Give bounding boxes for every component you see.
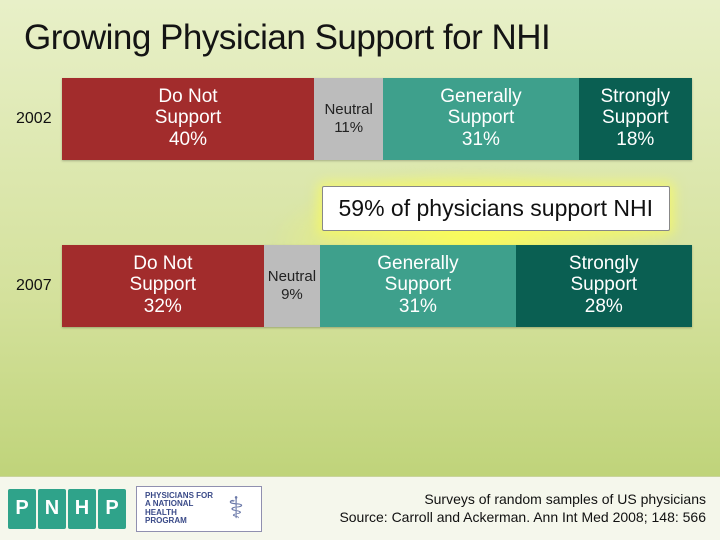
seg-2007-general: Generally Support 31%: [320, 245, 515, 327]
physicians-logo-text: PHYSICIANS FOR A NATIONAL HEALTH PROGRAM: [145, 492, 213, 526]
seg-pct: 32%: [144, 297, 182, 318]
seg-label: Strongly Support: [569, 254, 639, 296]
seg-pct: 11%: [334, 120, 363, 137]
seg-label: Neutral: [268, 269, 316, 286]
seg-2002-neutral: Neutral 11%: [314, 78, 383, 160]
seg-label: Do Not Support: [155, 87, 222, 129]
pnhp-letter: P: [8, 489, 36, 529]
seg-2007-donot: Do Not Support 32%: [62, 245, 264, 327]
pnhp-letter: H: [68, 489, 96, 529]
pnhp-logo: P N H P: [8, 489, 126, 529]
physicians-logo: PHYSICIANS FOR A NATIONAL HEALTH PROGRAM…: [136, 486, 262, 532]
bar-row-2007: 2007 Do Not Support 32% Neutral 9% Gener…: [10, 245, 692, 327]
seg-pct: 31%: [399, 297, 437, 318]
caduceus-icon: ⚕: [219, 489, 253, 529]
seg-label: Generally Support: [440, 87, 521, 129]
pnhp-letter: N: [38, 489, 66, 529]
footer-citation: Surveys of random samples of US physicia…: [339, 491, 710, 526]
seg-2002-donot: Do Not Support 40%: [62, 78, 314, 160]
citation-line1: Surveys of random samples of US physicia…: [339, 491, 706, 509]
seg-label: Generally Support: [377, 254, 458, 296]
seg-label: Do Not Support: [130, 254, 197, 296]
seg-pct: 28%: [585, 297, 623, 318]
year-label-2002: 2002: [10, 110, 62, 128]
footer: P N H P PHYSICIANS FOR A NATIONAL HEALTH…: [0, 476, 720, 540]
bar-row-2002: 2002 Do Not Support 40% Neutral 11% Gene…: [10, 78, 692, 160]
callout-wrap: 59% of physicians support NHI: [10, 186, 692, 231]
seg-2007-strong: Strongly Support 28%: [516, 245, 692, 327]
seg-2002-strong: Strongly Support 18%: [579, 78, 692, 160]
citation-line2: Source: Carroll and Ackerman. Ann Int Me…: [339, 509, 706, 527]
seg-pct: 40%: [169, 130, 207, 151]
seg-2002-general: Generally Support 31%: [383, 78, 578, 160]
bar-2002: Do Not Support 40% Neutral 11% Generally…: [62, 78, 692, 160]
seg-pct: 18%: [616, 130, 654, 151]
chart-area: 2002 Do Not Support 40% Neutral 11% Gene…: [0, 58, 720, 327]
pnhp-letter: P: [98, 489, 126, 529]
seg-pct: 31%: [462, 130, 500, 151]
page-title: Growing Physician Support for NHI: [0, 0, 720, 58]
bar-2007: Do Not Support 32% Neutral 9% Generally …: [62, 245, 692, 327]
seg-2007-neutral: Neutral 9%: [264, 245, 321, 327]
callout-box: 59% of physicians support NHI: [322, 186, 671, 231]
seg-pct: 9%: [281, 287, 303, 304]
seg-label: Strongly Support: [600, 87, 670, 129]
year-label-2007: 2007: [10, 277, 62, 295]
seg-label: Neutral: [324, 102, 372, 119]
